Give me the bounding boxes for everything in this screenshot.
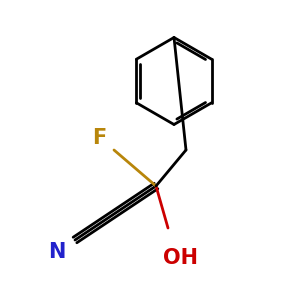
Text: N: N [48, 242, 66, 262]
Text: F: F [92, 128, 106, 148]
Text: OH: OH [163, 248, 197, 268]
